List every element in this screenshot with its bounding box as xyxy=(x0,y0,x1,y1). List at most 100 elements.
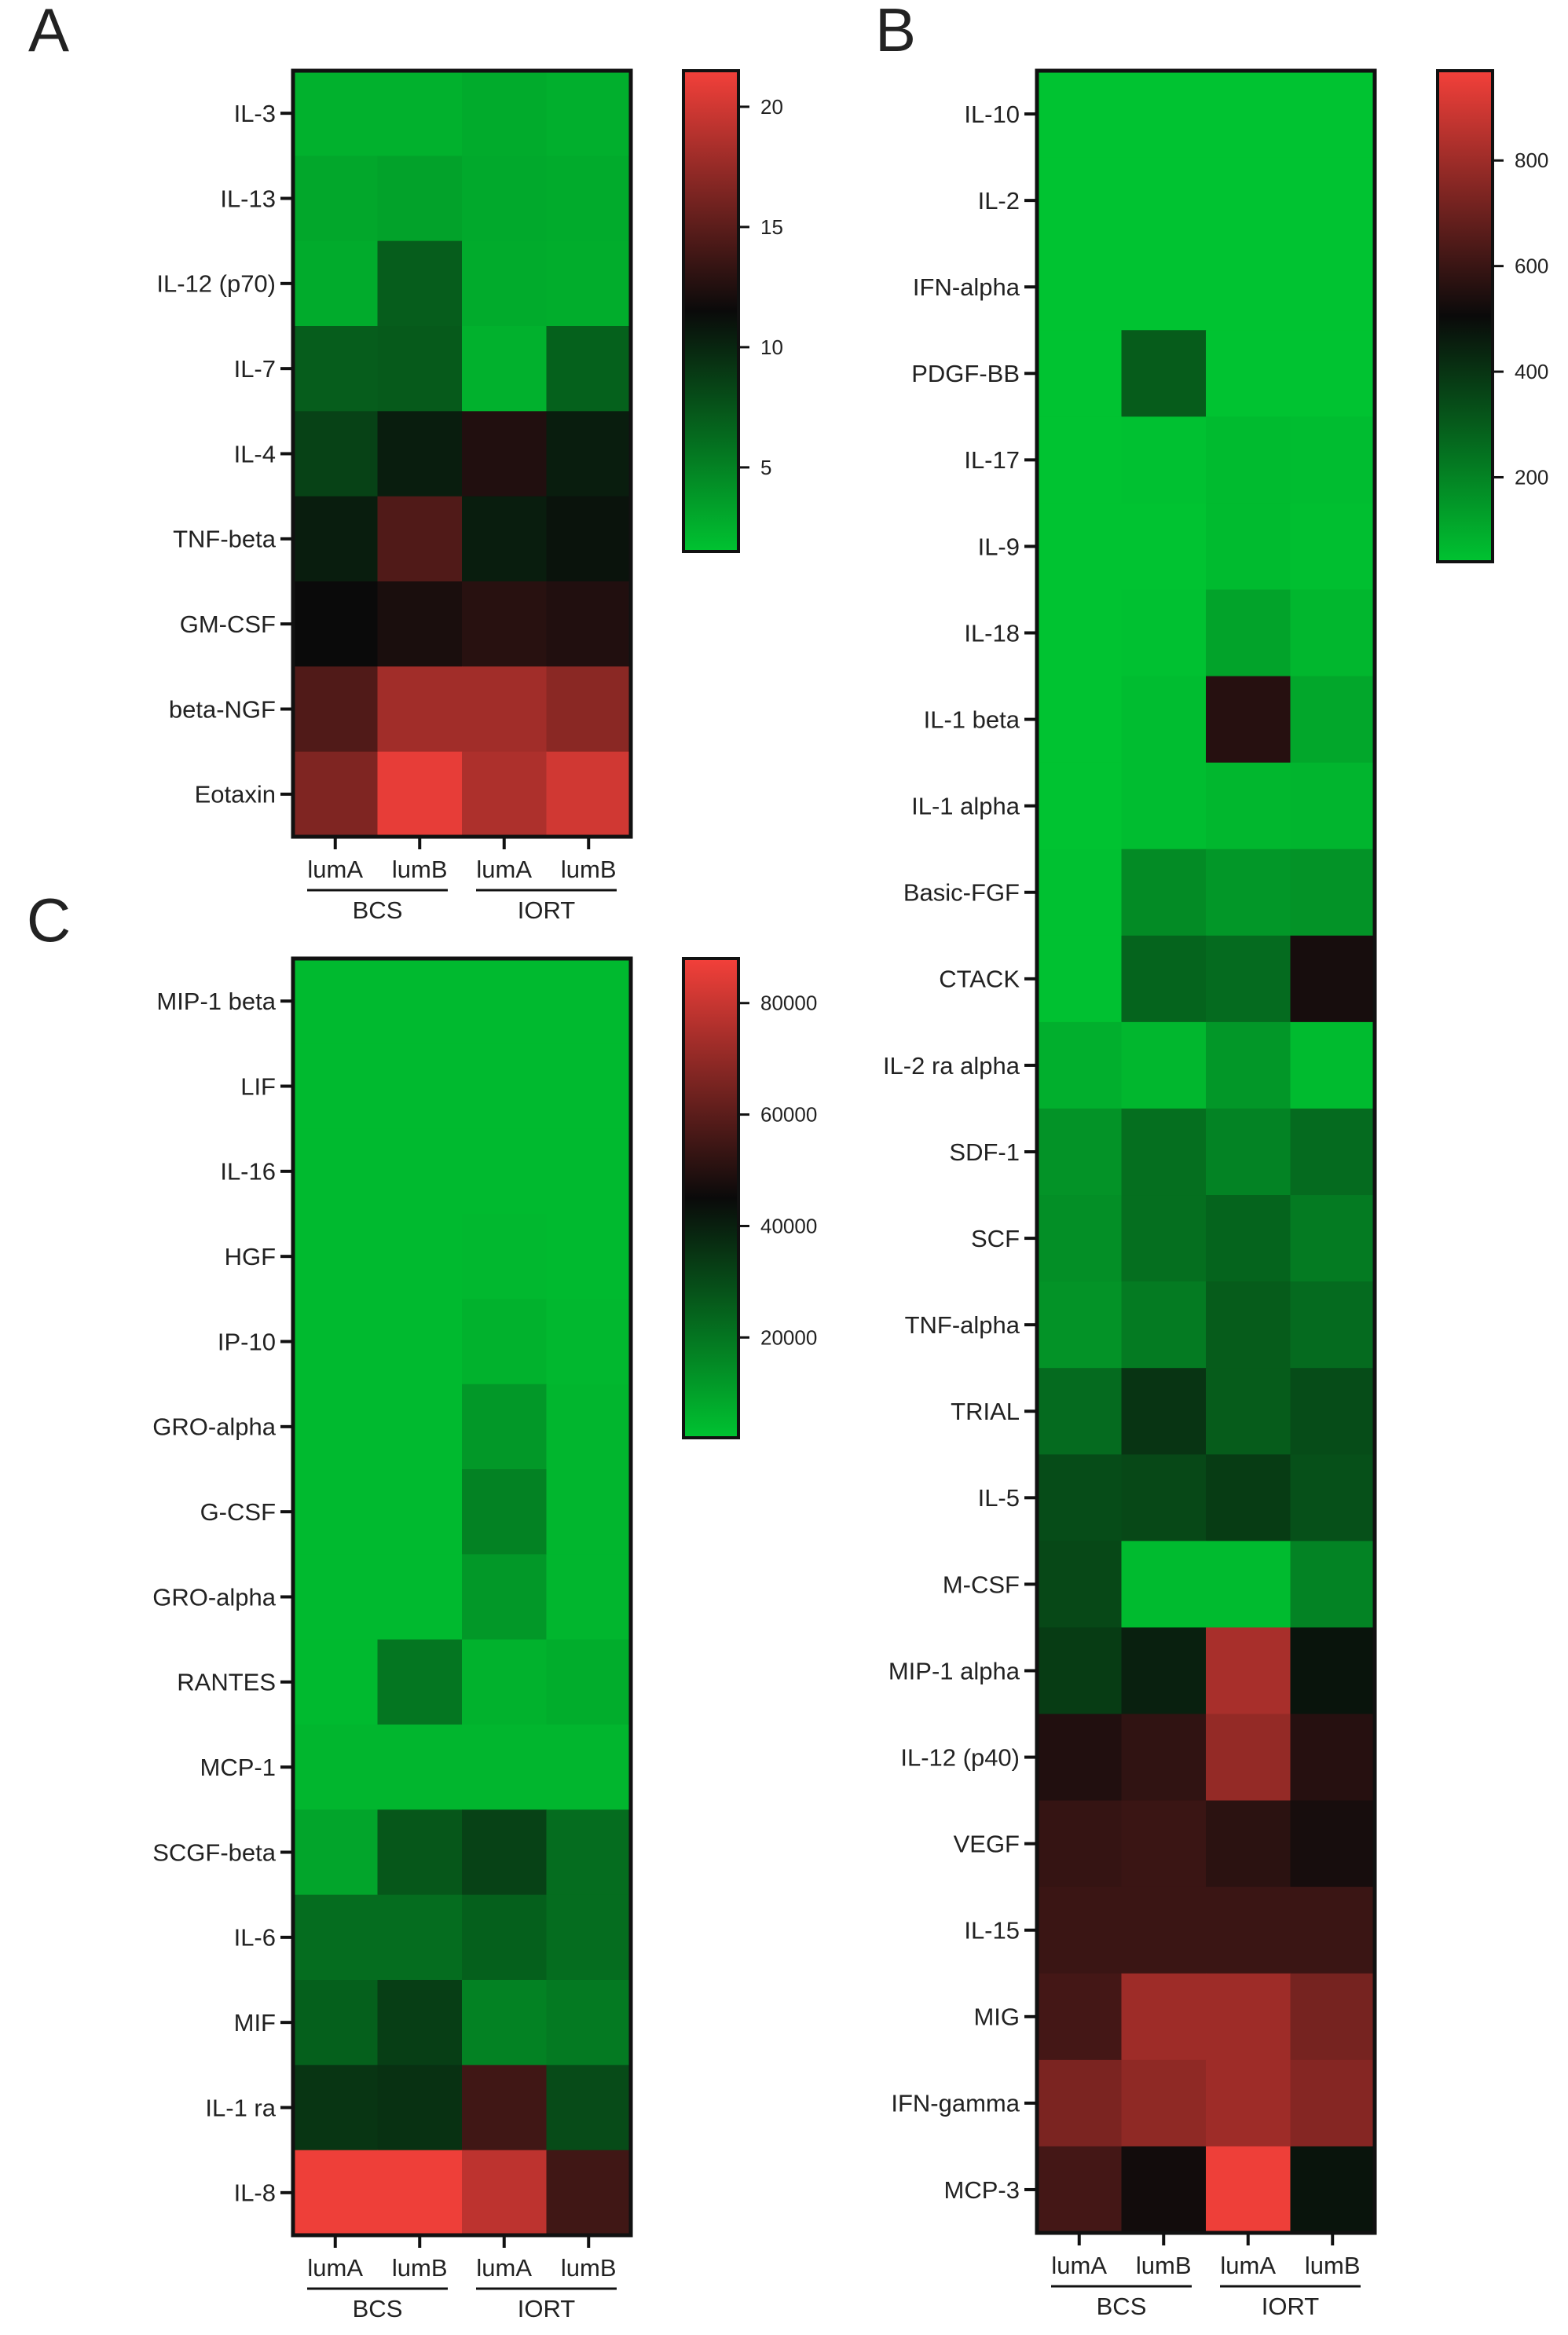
heatmap-cell xyxy=(1206,935,1291,1023)
heatmap-cell xyxy=(1037,1368,1123,1455)
heatmap-cell xyxy=(546,2150,632,2236)
heatmap-cell xyxy=(1290,1627,1376,1715)
heatmap-cell xyxy=(1037,1108,1123,1196)
heatmap-cell xyxy=(1206,71,1291,158)
panel-letter: B xyxy=(875,0,916,64)
group-label: BCS xyxy=(353,896,403,924)
heatmap-cell xyxy=(462,581,548,667)
heatmap-cell xyxy=(546,496,632,582)
heatmap-cell xyxy=(1206,1714,1291,1802)
heatmap-cell xyxy=(1290,1281,1376,1369)
heatmap-cell xyxy=(1206,1108,1291,1196)
heatmap-cell xyxy=(1037,1281,1123,1369)
heatmap-cell xyxy=(1206,1281,1291,1369)
heatmap-cell xyxy=(1037,2146,1123,2234)
heatmap-cell xyxy=(1290,1714,1376,1802)
row-label: TNF-alpha xyxy=(905,1311,1020,1339)
heatmap-cell xyxy=(1290,935,1376,1023)
heatmap-cell xyxy=(377,666,463,753)
heatmap-cell xyxy=(293,1128,379,1215)
row-label: GM-CSF xyxy=(180,610,276,638)
heatmap-cell xyxy=(1121,330,1207,417)
heatmap-cell xyxy=(1290,1800,1376,1888)
heatmap-cell xyxy=(377,2065,463,2151)
heatmap-cell xyxy=(546,71,632,156)
heatmap-cell xyxy=(546,1128,632,1215)
row-label: IL-18 xyxy=(964,619,1020,647)
heatmap-cell xyxy=(377,240,463,327)
heatmap-cell xyxy=(546,1554,632,1640)
row-label: VEGF xyxy=(954,1830,1020,1857)
heatmap-cell xyxy=(462,326,548,412)
heatmap-cell xyxy=(1206,1368,1291,1455)
heatmap-cell xyxy=(546,751,632,838)
heatmap-cell xyxy=(1206,244,1291,331)
heatmap-cell xyxy=(377,1299,463,1385)
heatmap-cell xyxy=(377,1384,463,1470)
heatmap-cell xyxy=(462,411,548,497)
heatmap-cell xyxy=(1121,1800,1207,1888)
column-label: lumB xyxy=(1305,2252,1361,2279)
row-label: SDF-1 xyxy=(949,1138,1020,1166)
heatmap-cell xyxy=(1290,2059,1376,2147)
heatmap-cell xyxy=(1121,935,1207,1023)
heatmap-cell xyxy=(1037,416,1123,504)
heatmap-cell xyxy=(1037,1627,1123,1715)
row-label: IL-10 xyxy=(964,101,1020,128)
heatmap-cell xyxy=(293,1214,379,1299)
heatmap-cell xyxy=(1121,2146,1207,2234)
heatmap-cell xyxy=(462,1128,548,1215)
heatmap-cell xyxy=(1290,2146,1376,2234)
heatmap-cell xyxy=(546,2065,632,2151)
heatmap-cell xyxy=(293,2150,379,2236)
heatmap-cell xyxy=(1290,762,1376,850)
heatmap-cell xyxy=(1290,1541,1376,1629)
group-label: IORT xyxy=(518,896,576,924)
heatmap-cell xyxy=(377,156,463,242)
heatmap-panel-C: C MIP-1 beta LIF IL-16 HGF IP-10 GRO-alpha G-CS… xyxy=(27,885,817,2322)
heatmap-cell xyxy=(546,326,632,412)
heatmap-cell xyxy=(462,156,548,242)
heatmap-cell xyxy=(1037,71,1123,158)
colorbar-tick-label: 15 xyxy=(760,215,783,239)
heatmap-cell xyxy=(1121,1195,1207,1282)
row-label: MIG xyxy=(973,2003,1020,2031)
colorbar xyxy=(682,69,740,553)
heatmap-cell xyxy=(1290,1021,1376,1109)
heatmap-cell xyxy=(1037,157,1123,244)
heatmap-cell xyxy=(1290,1368,1376,1455)
heatmap-cell xyxy=(1290,849,1376,937)
heatmap-cell xyxy=(293,1043,379,1130)
heatmap-cell xyxy=(1206,1541,1291,1629)
heatmap-cell xyxy=(546,240,632,327)
heatmap-cell xyxy=(377,326,463,412)
heatmap-cell xyxy=(377,71,463,156)
row-label: IFN-alpha xyxy=(913,273,1020,301)
heatmap-cell xyxy=(293,1894,379,1981)
heatmap-cell xyxy=(546,1299,632,1385)
heatmap-cell xyxy=(293,1980,379,2066)
heatmap-cell xyxy=(1121,2059,1207,2147)
heatmap-cell xyxy=(377,1043,463,1130)
heatmap-cell xyxy=(1290,71,1376,158)
heatmap-cell xyxy=(293,581,379,667)
heatmap-cell xyxy=(1206,1021,1291,1109)
group-label: BCS xyxy=(353,2295,403,2322)
heatmap-cell xyxy=(1206,1627,1291,1715)
row-label: HGF xyxy=(225,1243,276,1270)
heatmap-cell xyxy=(1037,503,1123,591)
heatmap-panel-B: B IL-10 IL-2 IFN-alpha PDGF-BB IL-17 IL-9 IL-18… xyxy=(875,0,1548,2320)
column-label: lumA xyxy=(1051,2252,1107,2279)
heatmap-cell xyxy=(1290,1973,1376,2061)
row-label: PDGF-BB xyxy=(911,360,1020,387)
row-label: IL-12 (p70) xyxy=(156,270,276,298)
column-label: lumB xyxy=(392,2254,448,2282)
heatmap-cell xyxy=(293,1469,379,1555)
heatmap-cell xyxy=(462,1639,548,1725)
heatmap-cell xyxy=(1206,676,1291,764)
heatmap-cell xyxy=(546,156,632,242)
heatmap-cell xyxy=(1290,244,1376,331)
row-label: beta-NGF xyxy=(169,695,276,723)
row-label: M-CSF xyxy=(943,1571,1020,1598)
